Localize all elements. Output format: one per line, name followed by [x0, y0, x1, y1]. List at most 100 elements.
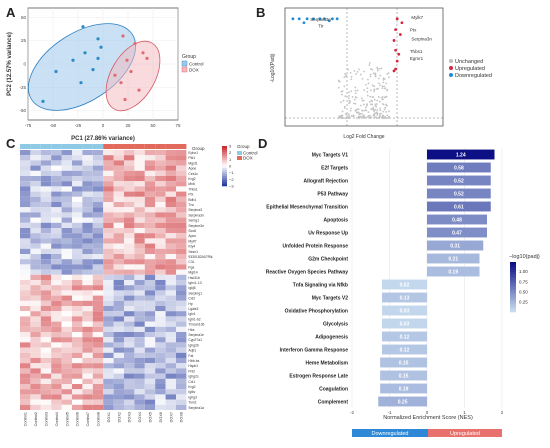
heatmap-cell — [134, 306, 145, 312]
heatmap-cell — [103, 202, 114, 208]
nes-category-label: G2m Checkpoint — [308, 256, 348, 262]
heatmap-cell — [134, 352, 145, 358]
heatmap-cell — [165, 389, 176, 395]
heatmap-cell — [72, 378, 83, 384]
heatmap-row-label: Ighi1-62 — [188, 317, 200, 321]
heatmap-cell — [176, 378, 187, 384]
heatmap-cell — [113, 165, 124, 171]
heatmap-row-label: Ptk1 — [188, 156, 195, 160]
unchanged-gene-point — [374, 104, 377, 107]
pca-ytick-label: 0 — [23, 62, 26, 67]
heatmap-cell — [134, 181, 145, 187]
unchanged-gene-point — [340, 101, 342, 104]
heatmap-column-label: Control7 — [86, 412, 90, 426]
heatmap-row-label: Tmsan136 — [188, 323, 204, 327]
heatmap-cell — [176, 259, 187, 265]
unchanged-gene-point — [371, 100, 374, 103]
heatmap-cell — [103, 274, 114, 280]
heatmap-cell — [165, 238, 176, 244]
nes-scale-step — [510, 277, 516, 280]
heatmap-cell — [124, 248, 135, 254]
heatmap-cell — [51, 342, 62, 348]
pca-xtick-label: -25 — [75, 123, 82, 128]
heatmap-cell — [124, 378, 135, 384]
heatmap-cell — [20, 280, 31, 286]
nes-bar — [380, 357, 427, 368]
heatmap-cell — [124, 160, 135, 166]
heatmap-cell — [103, 191, 114, 197]
heatmap-row-label: Cxl2 — [188, 297, 195, 301]
heatmap-cell — [51, 176, 62, 182]
heatmap-cell — [165, 233, 176, 239]
heatmap-cell — [82, 259, 93, 265]
heatmap-cell — [155, 254, 166, 260]
unchanged-gene-point — [378, 100, 381, 103]
heatmap-cell — [113, 217, 124, 223]
heatmap-cell — [144, 191, 156, 197]
heatmap-row-label: Cxl1 — [188, 380, 195, 384]
unchanged-gene-point — [341, 117, 343, 119]
heatmap-cell — [134, 311, 145, 317]
heatmap-cell — [20, 378, 31, 384]
heatmap-cell — [92, 311, 104, 317]
heatmap-cell — [82, 384, 93, 390]
heatmap-group-label: Group — [192, 146, 205, 151]
unchanged-gene-point — [363, 114, 365, 117]
heatmap-cell — [92, 186, 104, 192]
heatmap-cell — [176, 290, 187, 296]
heatmap-row-label: Hp — [188, 302, 192, 306]
heatmap-cell — [176, 155, 187, 161]
heatmap-cell — [82, 186, 93, 192]
unchanged-gene-point — [338, 115, 341, 117]
heatmap-cell — [82, 254, 93, 260]
heatmap-cell — [144, 181, 156, 187]
heatmap-cell — [20, 316, 31, 322]
heatmap-cell — [134, 217, 145, 223]
heatmap-cell — [176, 404, 187, 410]
heatmap-cell — [61, 222, 72, 228]
heatmap-cell — [113, 269, 124, 275]
heatmap-cell — [51, 285, 62, 291]
heatmap-cell — [103, 222, 114, 228]
heatmap-scale-step — [222, 150, 227, 153]
heatmap-cell — [134, 347, 145, 353]
heatmap-cell — [165, 228, 176, 234]
heatmap-cell — [40, 259, 52, 265]
heatmap-cell — [113, 160, 124, 166]
nes-bar-value: 0.19 — [448, 269, 458, 275]
unchanged-gene-point — [363, 70, 365, 73]
heatmap-cell — [124, 202, 135, 208]
heatmap-cell — [82, 306, 93, 312]
nes-bar — [427, 240, 484, 251]
upregulated-gene-point — [398, 33, 402, 36]
heatmap-scale-tick: 1 — [229, 157, 232, 162]
unchanged-gene-point — [381, 114, 384, 117]
heatmap-scale-step — [222, 170, 227, 173]
heatmap-cell — [176, 285, 187, 291]
nes-category-label: Tnfa Signaling via Nfkb — [293, 282, 348, 288]
heatmap-cell — [51, 254, 62, 260]
heatmap-cell — [40, 404, 52, 410]
volcano-plot-area — [284, 7, 444, 127]
heatmap: Ephx1Ptk1Mgst1ApoeCes1cKrg2MrdiThbs1PtxB… — [20, 144, 258, 426]
unchanged-gene-point — [376, 69, 379, 72]
heatmap-cell — [51, 217, 62, 223]
heatmap-cell — [30, 295, 41, 301]
heatmap-cell — [103, 196, 114, 202]
heatmap-cell — [134, 259, 145, 265]
gene-label: Egmr1 — [410, 56, 424, 61]
gene-label: Ptx — [410, 28, 417, 33]
heatmap-scale-tick: −1 — [229, 170, 234, 175]
heatmap-row-label: Iglkv — [188, 390, 195, 394]
heatmap-cell — [124, 394, 135, 400]
unchanged-gene-point — [357, 116, 360, 119]
unchanged-gene-point — [381, 95, 384, 98]
nes-bar — [427, 149, 495, 160]
heatmap-cell — [82, 160, 93, 166]
heatmap-cell — [124, 373, 135, 379]
heatmap-cell — [165, 373, 176, 379]
heatmap-cell — [20, 212, 31, 218]
heatmap-cell — [155, 316, 166, 322]
upregulated-gene-point — [392, 39, 396, 42]
heatmap-cell — [40, 186, 52, 192]
